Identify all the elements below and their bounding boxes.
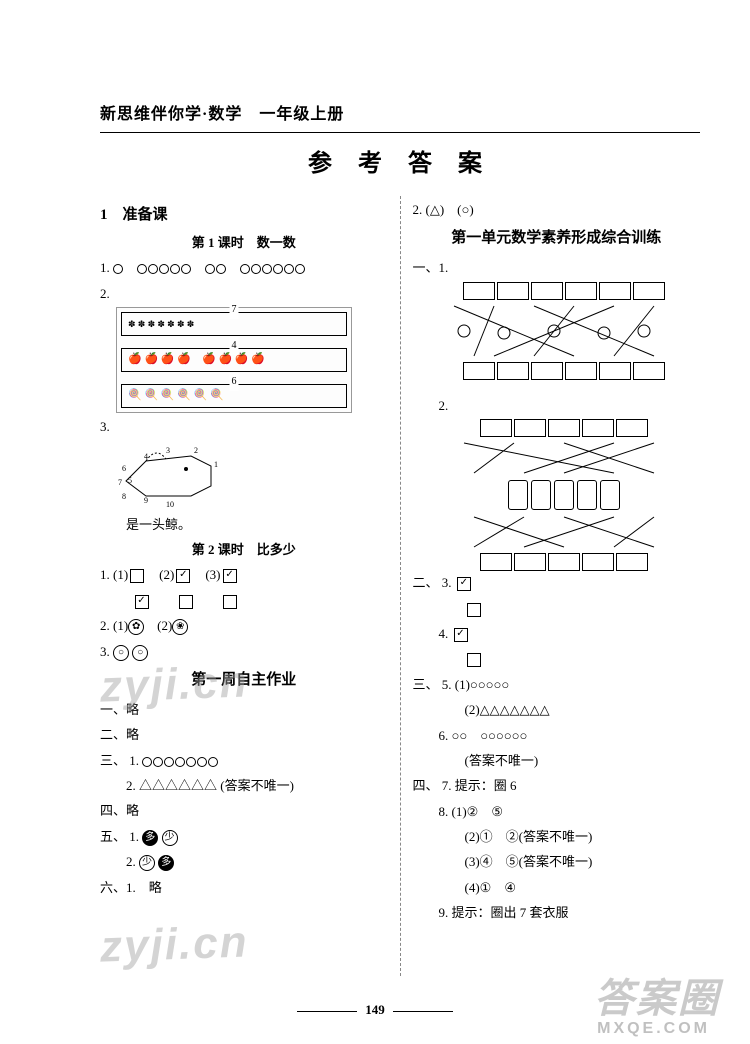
r-p6-note: (答案不唯一) (413, 749, 701, 772)
h3-2: 2. △△△△△△ (答案不唯一) (100, 774, 388, 797)
svg-text:5: 5 (128, 476, 132, 485)
svg-text:1: 1 (214, 460, 218, 469)
right-column: 2. (△) (○) 第一单元数学素养形成综合训练 一、1. (401, 196, 701, 976)
r-p3: 二、 3. ✓ (413, 571, 701, 594)
q2-label-row: 2. (100, 282, 388, 305)
l2-q3-label: 3. (100, 644, 110, 659)
page-number: 149 (0, 1002, 750, 1018)
r-p1-label: 一、1. (413, 256, 701, 279)
q1-group-4 (240, 260, 306, 275)
q3-label-row: 3. (100, 415, 388, 438)
q3-caption: 是一头鲸。 (100, 513, 388, 536)
r-p2-label: 2. (413, 394, 701, 417)
svg-text:10: 10 (166, 500, 174, 509)
h3-2-triangles: △△△△△△ (139, 778, 217, 793)
r-p7: 四、 7. 提示：圈 6 (413, 774, 701, 797)
q2-figure: 7 ✽ ✽ ✽ ✽ ✽ ✽ ✽ 4 🍎 🍎 🍎 🍎 🍎 🍎 🍎 🍎 6 🍭 🍭 … (116, 307, 352, 413)
q2-row-7: 7 ✽ ✽ ✽ ✽ ✽ ✽ ✽ (121, 312, 347, 336)
l2-q3-row: 3. ○ ○ (100, 640, 388, 663)
left-column: 1 准备课 第 1 课时 数一数 1. 2. 7 ✽ ✽ ✽ ✽ ✽ ✽ ✽ (100, 196, 400, 976)
unit-title: 第一单元数学素养形成综合训练 (413, 225, 701, 252)
r-p4b (413, 647, 701, 670)
q1-group-3 (205, 260, 227, 275)
q1-group-1 (113, 260, 124, 275)
r-p6: 6. ○○ ○○○○○○ (413, 724, 701, 747)
header-rule (100, 132, 700, 133)
p2-dominoes (429, 480, 701, 510)
l2-q1-label: 1. (100, 567, 110, 582)
p3-check-1: ✓ (457, 577, 471, 591)
svg-text:7: 7 (118, 478, 122, 487)
p1-lines (434, 301, 694, 361)
p2-lines-1 (434, 438, 694, 478)
r-p9: 9. 提示：圈出 7 套衣服 (413, 901, 701, 924)
h1: 一、略 (100, 698, 388, 721)
r-p8-4: (4)① ④ (413, 876, 701, 899)
h2: 二、略 (100, 723, 388, 746)
h6: 六、1. 略 (100, 876, 388, 899)
section-1-title: 1 准备课 (100, 202, 388, 229)
q1-row: 1. (100, 256, 388, 279)
l2-q1-row2: ✓ (100, 589, 388, 612)
h3-1-circles (142, 753, 219, 768)
p2-lines-2 (434, 512, 694, 552)
q1-group-2 (137, 260, 192, 275)
l2-q2-row: 2. (1)✿ (2)❀ (100, 614, 388, 637)
svg-text:9: 9 (144, 496, 148, 505)
week1-title: 第一周自主作业 (100, 667, 388, 694)
q3-whale-figure: 4 3 2 1 6 7 8 9 10 5 (116, 441, 236, 511)
svg-text:3: 3 (166, 446, 170, 455)
h5-2: 2. 少 多 (100, 850, 388, 873)
watermark-4: MXQE.COM (597, 1020, 710, 1038)
q1-label: 1. (100, 260, 110, 275)
whale-svg: 4 3 2 1 6 7 8 9 10 5 (116, 441, 236, 511)
p2-top-cards (429, 419, 701, 437)
q2-row-4: 4 🍎 🍎 🍎 🍎 🍎 🍎 🍎 🍎 (121, 348, 347, 372)
r-p5: 三、 5. (1)○○○○○ (413, 673, 701, 696)
r-p5-2: (2)△△△△△△△ (413, 698, 701, 721)
p4-check-1: ✓ (454, 628, 468, 642)
r-p2-figure (429, 419, 701, 569)
q3-label: 3. (100, 419, 110, 434)
p2-bot-cards (429, 553, 701, 571)
svg-text:2: 2 (194, 446, 198, 455)
p1-bot-cards (429, 362, 701, 380)
book-header: 新思维伴你学·数学 一年级上册 (100, 100, 700, 124)
p4-check-2 (467, 653, 481, 667)
r-p3b (413, 597, 701, 620)
r-p8-2: (2)① ②(答案不唯一) (413, 825, 701, 848)
r-p8-3: (3)④ ⑤(答案不唯一) (413, 850, 701, 873)
p1-top-cards (429, 282, 701, 300)
lesson-1-title: 第 1 课时 数一数 (100, 231, 388, 254)
h5-1: 五、 1. 多 少 (100, 825, 388, 848)
r-p1-figure (429, 282, 701, 392)
p3-check-2 (467, 603, 481, 617)
r-p8: 8. (1)② ⑤ (413, 800, 701, 823)
two-column-layout: 1 准备课 第 1 课时 数一数 1. 2. 7 ✽ ✽ ✽ ✽ ✽ ✽ ✽ (100, 196, 700, 976)
svg-text:6: 6 (122, 464, 126, 473)
r-top: 2. (△) (○) (413, 198, 701, 221)
svg-text:4: 4 (144, 452, 148, 461)
l2-q2-label: 2. (100, 618, 110, 633)
page-root: 新思维伴你学·数学 一年级上册 参 考 答 案 1 准备课 第 1 课时 数一数… (0, 0, 750, 1044)
lesson-2-title: 第 2 课时 比多少 (100, 538, 388, 561)
main-title: 参 考 答 案 (100, 143, 700, 178)
h3: 三、 1. (100, 749, 388, 772)
q2-row-6: 6 🍭 🍭 🍭 🍭 🍭 🍭 (121, 384, 347, 408)
svg-text:8: 8 (122, 492, 126, 501)
q2-label: 2. (100, 286, 110, 301)
r-p4: 4. ✓ (413, 622, 701, 645)
l2-q1-row: 1. (1) (2)✓ (3)✓ (100, 563, 388, 586)
h4: 四、略 (100, 799, 388, 822)
